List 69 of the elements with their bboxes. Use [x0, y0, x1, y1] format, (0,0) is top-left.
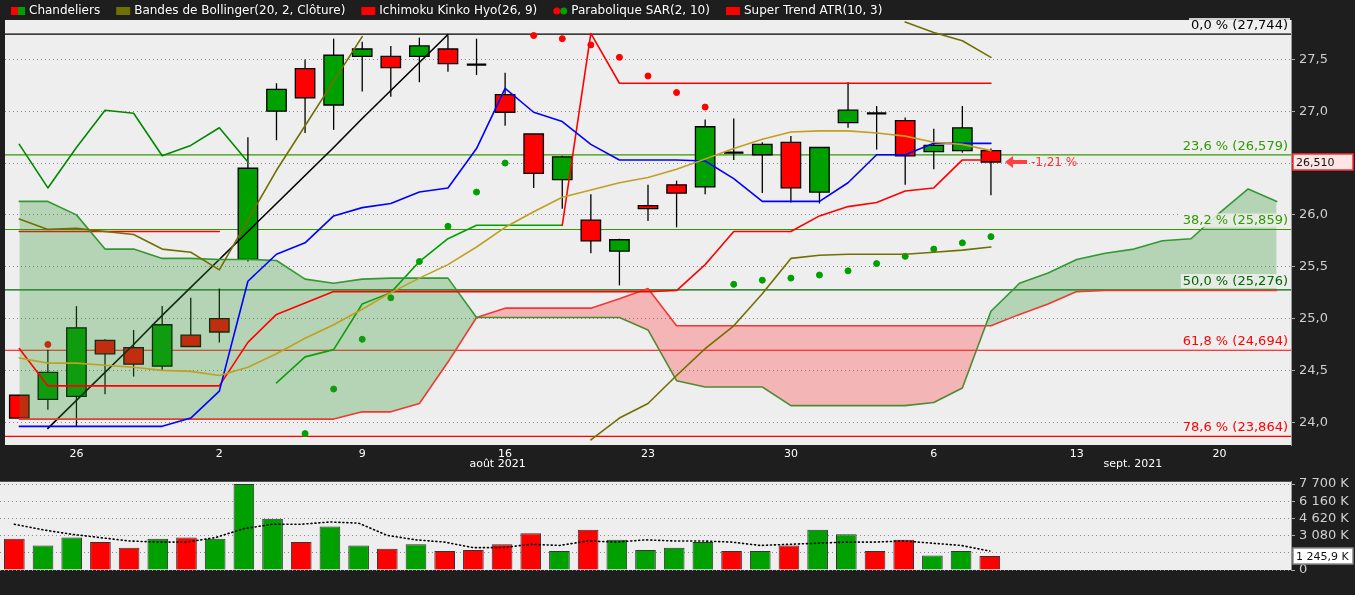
point: [558, 35, 566, 43]
y-tick-label: 24,0: [1299, 413, 1328, 429]
y-tick-label: 3 080 K: [1299, 526, 1350, 542]
x-tick-label: 30: [783, 447, 798, 461]
point: [587, 41, 595, 49]
point: [473, 188, 481, 196]
point: [501, 159, 509, 167]
point: [673, 89, 681, 97]
candlestick: [865, 105, 888, 151]
y-tick-label: 7 700 K: [1299, 475, 1350, 491]
candlestick: [666, 180, 687, 228]
point: [844, 267, 852, 275]
y-tick-label: 0: [1299, 561, 1308, 577]
point: [415, 258, 423, 266]
text: sept. 2021: [1103, 456, 1163, 470]
point: [301, 430, 309, 438]
legend-label: Super Trend ATR(10, 3): [743, 3, 883, 18]
x-tick-label: 6: [930, 447, 938, 461]
point: [730, 280, 738, 288]
x-tick-label: 23: [641, 447, 655, 461]
ref-line-label: 50,0 % (25,276): [1182, 272, 1288, 288]
text: août 2021: [469, 456, 526, 470]
legend-label: Bandes de Bollinger(20, 2, Clôture): [134, 3, 346, 18]
y-tick-label: 27,0: [1299, 102, 1328, 118]
point: [358, 335, 366, 343]
point: [873, 260, 881, 268]
point: [787, 274, 795, 282]
point: [958, 239, 966, 247]
point: [44, 340, 52, 348]
point: [815, 271, 823, 279]
point: [330, 385, 338, 393]
y-tick-label: 4 620 K: [1299, 509, 1350, 525]
point: [758, 276, 766, 284]
ref-line-label: 61,8 % (24,694): [1182, 333, 1288, 349]
candlestick: [465, 38, 488, 76]
legend-label: Ichimoku Kinko Hyo(26, 9): [379, 3, 538, 18]
x-tick-label: 26: [69, 447, 84, 461]
point: [987, 233, 995, 241]
ref-line-label: 0,0 % (27,744): [1191, 16, 1288, 32]
candlestick: [609, 238, 630, 287]
ref-line-label: 38,2 % (25,859): [1182, 212, 1288, 228]
candlestick: [722, 117, 745, 161]
ref-line-label: 78,6 % (23,864): [1182, 419, 1288, 435]
legend-label: Parabolique SAR(2, 10): [571, 3, 710, 18]
point: [444, 222, 452, 230]
candlestick: [409, 36, 430, 83]
x-tick-label: 13: [1069, 447, 1084, 461]
text: 26,510: [1296, 155, 1335, 169]
point: [701, 103, 709, 111]
x-tick-label: 9: [358, 447, 366, 461]
annotation: -1,21 %: [1030, 155, 1078, 170]
y-tick-label: 25,0: [1299, 309, 1328, 325]
point: [644, 72, 652, 80]
x-tick-label: 20: [1212, 447, 1227, 461]
y-tick-label: 6 160 K: [1299, 492, 1350, 508]
legend-label: Chandeliers: [29, 3, 101, 18]
y-tick-label: 25,5: [1299, 258, 1328, 274]
point: [615, 53, 623, 61]
x-tick-label: 2: [215, 447, 223, 461]
point: [387, 294, 395, 302]
y-tick-label: 26,0: [1299, 206, 1328, 222]
y-tick-label: 24,5: [1299, 361, 1328, 377]
point: [530, 32, 538, 40]
candlestick: [266, 82, 287, 141]
text: 1 245,9 K: [1296, 549, 1350, 563]
line-series: [13, 521, 991, 552]
y-tick-label: 27,5: [1299, 50, 1328, 66]
ref-line-label: 23,6 % (26,579): [1182, 137, 1288, 153]
point: [930, 245, 938, 253]
